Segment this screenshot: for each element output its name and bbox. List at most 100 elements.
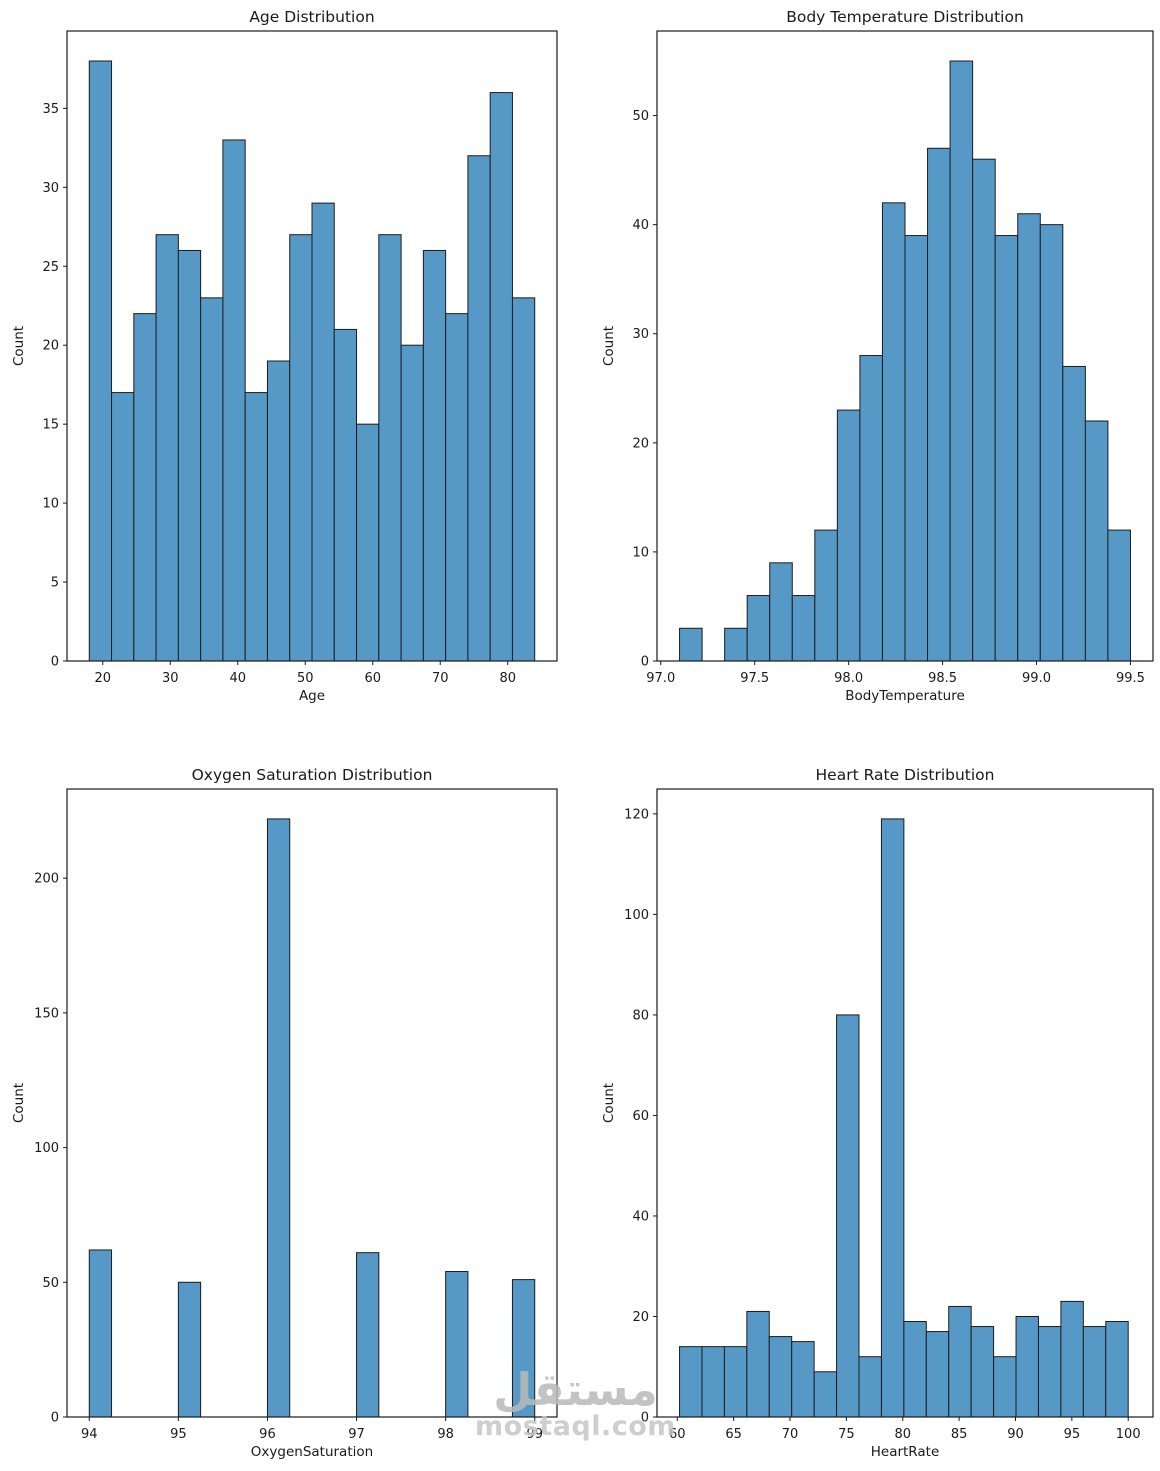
y-tick-label: 15	[42, 418, 59, 433]
y-tick-label: 25	[42, 260, 59, 275]
y-tick-label: 150	[34, 1006, 59, 1021]
x-tick-label: 50	[297, 671, 314, 686]
histogram-bar	[244, 392, 268, 662]
x-tick-label: 85	[951, 1427, 968, 1442]
chart-title: Body Temperature Distribution	[786, 8, 1024, 26]
histogram-bar	[88, 60, 113, 662]
chart-title: Oxygen Saturation Distribution	[192, 766, 433, 784]
y-tick-label: 35	[42, 102, 59, 117]
histogram-bar	[1082, 1326, 1107, 1418]
histogram-bar	[1107, 529, 1131, 662]
histogram-bar	[133, 313, 157, 662]
histogram-bar	[1039, 224, 1064, 662]
histogram-bar	[356, 1252, 380, 1418]
histogram-bar	[679, 1346, 703, 1418]
y-tick-label: 10	[632, 545, 649, 560]
histogram-bar	[1060, 1300, 1084, 1418]
histogram-bar	[925, 1331, 950, 1418]
bars	[88, 818, 536, 1418]
histogram-bar	[903, 1321, 927, 1418]
y-tick-label: 80	[632, 1008, 649, 1023]
histogram-bar	[701, 1346, 725, 1418]
x-tick-label: 40	[229, 671, 246, 686]
y-tick-label: 100	[624, 908, 649, 923]
x-axis-label: Age	[299, 688, 325, 704]
y-tick-label: 50	[42, 1276, 59, 1291]
histogram-bar	[836, 1014, 860, 1418]
histogram-bar	[948, 1305, 972, 1418]
histogram-bar	[311, 202, 335, 662]
x-tick-label: 95	[1064, 1427, 1081, 1442]
x-tick-label: 65	[725, 1427, 742, 1442]
histogram-bar	[266, 818, 291, 1418]
histogram-bar	[859, 355, 883, 662]
chart-oxygen-saturation-distribution: 94 95 96 97 98 99 0 50 100 150 200 Oxygen Saturatio…	[11, 766, 558, 1460]
axes-frame	[66, 788, 558, 1418]
histogram-bar	[949, 60, 974, 662]
x-tick-label: 98	[437, 1427, 454, 1442]
x-tick-label: 70	[782, 1427, 799, 1442]
x-tick-label: 60	[669, 1427, 686, 1442]
x-tick-label: 80	[499, 671, 516, 686]
histogram-bar	[972, 158, 996, 662]
histogram-bar	[1084, 420, 1109, 662]
x-tick-label: 80	[894, 1427, 911, 1442]
histogram-bar	[289, 234, 313, 662]
histogram-bar	[814, 529, 838, 662]
chart-age-distribution: 20 30 40 50 60 70 80 0 5 10 15 20 25 30 35 Age Distribu…	[11, 8, 558, 704]
x-tick-label: 97	[348, 1427, 365, 1442]
histogram-bar	[1015, 1315, 1039, 1418]
histogram-bar	[266, 360, 291, 662]
histogram-bar	[445, 1271, 469, 1418]
histogram-bar	[881, 202, 906, 662]
axes-frame	[656, 30, 1154, 662]
y-tick-label: 0	[641, 655, 649, 670]
y-tick-label: 10	[42, 497, 59, 512]
histogram-bar	[746, 595, 771, 662]
y-tick-label: 30	[42, 181, 59, 196]
histogram-bar	[994, 235, 1019, 662]
histogram-bar	[679, 627, 703, 662]
x-tick-label: 70	[432, 671, 449, 686]
histogram-bar	[378, 234, 402, 662]
histogram-bar	[723, 1346, 748, 1418]
histogram-bar	[858, 1356, 882, 1418]
x-tick-label: 99.0	[1022, 671, 1051, 686]
y-tick-label: 100	[34, 1141, 59, 1156]
histogram-bar	[400, 344, 424, 662]
histogram-bar	[177, 1281, 202, 1418]
y-tick-label: 30	[632, 327, 649, 342]
histogram-bar	[511, 297, 536, 662]
histogram-bar	[333, 328, 358, 662]
x-tick-label: 30	[162, 671, 179, 686]
axes-frame	[656, 788, 1154, 1418]
histogram-bar	[927, 147, 951, 662]
histogram-bar	[724, 627, 748, 662]
y-tick-label: 5	[51, 576, 59, 591]
histogram-bar	[791, 595, 816, 662]
y-tick-label: 40	[632, 1209, 649, 1224]
histogram-bar	[1062, 365, 1086, 662]
histogram-bar	[993, 1356, 1017, 1418]
chart-heart-rate-distribution: 60 65 70 75 80 85 90 95 100 0 20 40 60 80 100 120 Heart …	[601, 766, 1154, 1460]
x-axis-label: OxygenSaturation	[251, 1444, 373, 1460]
histogram-bar	[813, 1371, 838, 1418]
histogram-bar	[155, 234, 179, 662]
bars	[679, 818, 1129, 1418]
x-tick-label: 98.5	[928, 671, 957, 686]
x-tick-label: 97.0	[646, 671, 675, 686]
x-tick-label: 60	[364, 671, 381, 686]
y-tick-label: 0	[641, 1411, 649, 1426]
x-tick-label: 100	[1116, 1427, 1141, 1442]
histogram-bar	[1017, 213, 1041, 662]
x-tick-label: 98.0	[834, 671, 863, 686]
x-tick-label: 96	[259, 1427, 276, 1442]
histogram-bar	[445, 313, 469, 662]
y-tick-label: 120	[624, 807, 649, 822]
x-tick-label: 20	[94, 671, 111, 686]
histogram-bar	[422, 249, 447, 662]
histogram-bar	[836, 409, 861, 662]
y-axis-label: Count	[11, 1083, 27, 1123]
x-tick-label: 99	[526, 1427, 543, 1442]
